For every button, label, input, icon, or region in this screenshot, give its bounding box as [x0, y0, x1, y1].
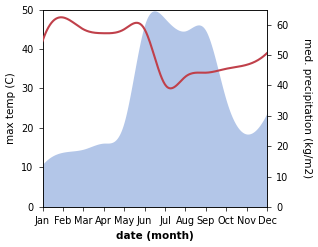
Y-axis label: med. precipitation (kg/m2): med. precipitation (kg/m2): [302, 38, 313, 178]
X-axis label: date (month): date (month): [116, 231, 194, 242]
Y-axis label: max temp (C): max temp (C): [5, 72, 16, 144]
